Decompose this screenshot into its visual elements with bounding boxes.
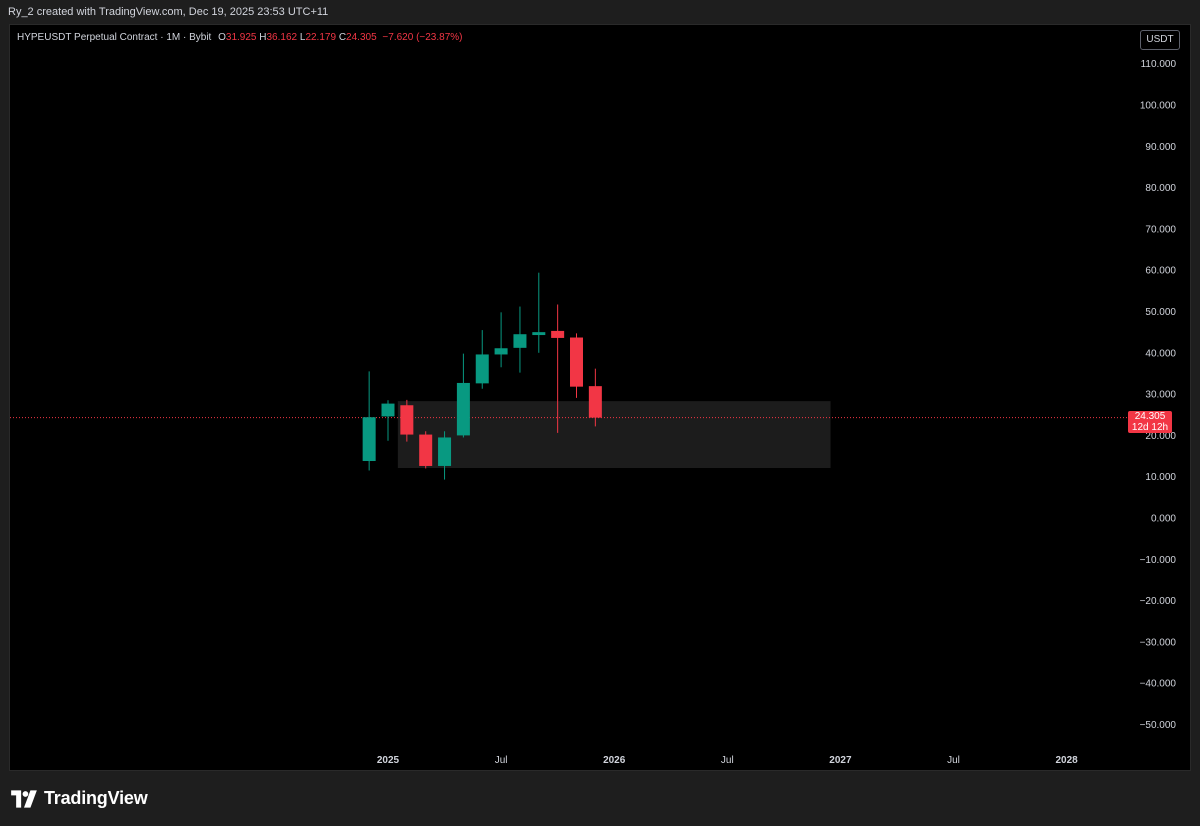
candle-body-2025-10 bbox=[551, 330, 565, 338]
change-value: −7.620 (−23.87%) bbox=[382, 32, 463, 43]
x-tick-label: 2025 bbox=[377, 755, 400, 766]
y-tick-label: 0.000 bbox=[1151, 514, 1176, 525]
tradingview-logo-icon bbox=[11, 789, 37, 808]
candle-body-2025-08 bbox=[513, 334, 527, 348]
y-tick-label: 100.000 bbox=[1140, 101, 1177, 112]
y-tick-label: 60.000 bbox=[1145, 266, 1176, 277]
tradingview-logo[interactable]: TradingView bbox=[10, 788, 148, 809]
candle-body-2025-05 bbox=[456, 382, 470, 436]
candle-body-2025-04 bbox=[438, 437, 452, 466]
y-tick-label: −10.000 bbox=[1140, 555, 1177, 566]
x-tick-label: 2027 bbox=[829, 755, 852, 766]
candle-body-2025-07 bbox=[494, 348, 508, 355]
x-tick-label: Jul bbox=[721, 755, 734, 766]
y-tick-label: −30.000 bbox=[1140, 637, 1177, 648]
candle-body-2024-12 bbox=[362, 417, 376, 462]
symbol-legend: HYPEUSDT Perpetual Contract · 1M · Bybit… bbox=[17, 32, 462, 43]
y-tick-label: 20.000 bbox=[1145, 431, 1176, 442]
close-value: 24.305 bbox=[346, 32, 377, 43]
low-value: 22.179 bbox=[305, 32, 337, 43]
x-tick-label: 2026 bbox=[603, 755, 626, 766]
y-tick-label: −40.000 bbox=[1140, 679, 1177, 690]
x-tick-label: Jul bbox=[947, 755, 960, 766]
y-tick-label: −50.000 bbox=[1140, 720, 1177, 731]
chart-frame[interactable]: 110.000 100.000 90.000 80.000 70.000 60.000 50… bbox=[9, 24, 1191, 771]
x-tick-label: 2028 bbox=[1055, 755, 1078, 766]
y-tick-label: −20.000 bbox=[1140, 596, 1177, 607]
high-value: 36.162 bbox=[266, 32, 298, 43]
chart-attribution: Ry_2 created with TradingView.com, Dec 1… bbox=[8, 6, 329, 18]
support-zone bbox=[397, 401, 831, 469]
last-price-tag: 24.305 12d 12h bbox=[1128, 410, 1172, 433]
candle-body-2025-02 bbox=[400, 405, 414, 435]
y-tick-label: 110.000 bbox=[1141, 59, 1177, 70]
y-tick-label: 80.000 bbox=[1145, 183, 1176, 194]
close-label: C bbox=[338, 32, 347, 43]
y-tick-label: 50.000 bbox=[1145, 307, 1176, 318]
y-tick-label: 70.000 bbox=[1145, 224, 1176, 235]
x-tick-label: Jul bbox=[495, 755, 508, 766]
candle-body-2025-03 bbox=[419, 434, 433, 466]
y-tick-label: 90.000 bbox=[1145, 142, 1176, 153]
candlestick-chart[interactable]: 110.000 100.000 90.000 80.000 70.000 60.000 50… bbox=[10, 25, 1190, 770]
high-label: H bbox=[259, 32, 267, 43]
y-tick-label: 30.000 bbox=[1145, 390, 1176, 401]
open-label: O bbox=[218, 32, 226, 43]
candle-body-2025-09 bbox=[532, 332, 546, 336]
candle-body-2025-11 bbox=[570, 337, 583, 387]
last-price-value: 24.305 bbox=[1134, 410, 1166, 422]
y-tick-label: 40.000 bbox=[1145, 348, 1176, 359]
candle-body-2025-06 bbox=[475, 354, 489, 384]
candle-body-2025-01 bbox=[381, 403, 395, 417]
candle-body-2025-12 bbox=[588, 386, 602, 418]
currency-button[interactable]: USDT bbox=[1140, 30, 1180, 50]
open-value: 31.925 bbox=[225, 32, 257, 43]
low-label: L bbox=[299, 32, 306, 43]
symbol-title[interactable]: HYPEUSDT Perpetual Contract · 1M · Bybit bbox=[17, 32, 212, 43]
bar-countdown: 12d 12h bbox=[1131, 421, 1169, 433]
y-tick-label: 10.000 bbox=[1145, 472, 1176, 483]
tradingview-wordmark: TradingView bbox=[44, 788, 148, 808]
